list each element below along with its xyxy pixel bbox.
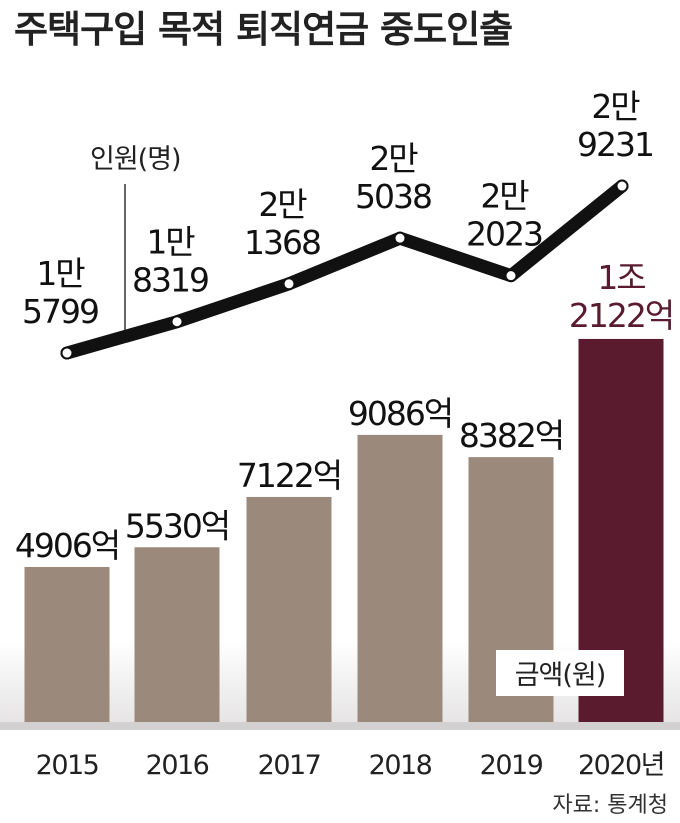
line-value-label: 1만 8319	[132, 223, 208, 300]
bar	[246, 496, 332, 722]
line-point	[393, 231, 407, 245]
line-point	[504, 269, 518, 283]
line-point	[615, 179, 629, 193]
line-value-label: 2만 2023	[466, 177, 542, 254]
x-tick-label: 2015	[36, 750, 99, 781]
baseline	[0, 722, 680, 730]
line-point	[282, 277, 296, 291]
source: 자료: 통계청	[552, 793, 668, 818]
bar	[357, 434, 443, 722]
chart-title: 주택구입 목적 퇴직연금 중도인출	[14, 8, 512, 51]
bar	[134, 547, 220, 722]
line-value-label: 2만 5038	[355, 139, 431, 216]
bar-value-label: 5530억	[125, 506, 229, 545]
bar-value-label: 1조 2122억	[569, 258, 673, 335]
x-tick-label: 2019	[480, 750, 543, 781]
line-value-label: 2만 9231	[577, 87, 653, 164]
bar-value-label: 9086억	[348, 394, 452, 433]
x-tick-label: 2018	[369, 750, 432, 781]
bar	[24, 566, 110, 722]
x-tick-label: 2017	[258, 750, 321, 781]
line-legend: 인원(명)	[90, 144, 181, 175]
line-value-label: 2만 1368	[244, 185, 320, 262]
line	[60, 179, 629, 360]
bar-value-label: 8382억	[459, 416, 563, 455]
x-tick-label: 2016	[146, 750, 209, 781]
line-value-label: 1만 5799	[22, 254, 98, 331]
bar-value-label: 7122억	[237, 456, 341, 495]
line-layer: 1만 5799 1만 8319 2만 1368 2만 5038 2만 2023 2만 9231	[22, 87, 655, 360]
bar-value-label: 4906억	[15, 526, 119, 565]
x-tick-label: 2020년	[578, 750, 664, 781]
line-point	[60, 346, 74, 360]
bar-legend: 금액(원)	[515, 660, 606, 691]
bar-legend-box	[496, 650, 624, 696]
line-point	[170, 315, 184, 329]
